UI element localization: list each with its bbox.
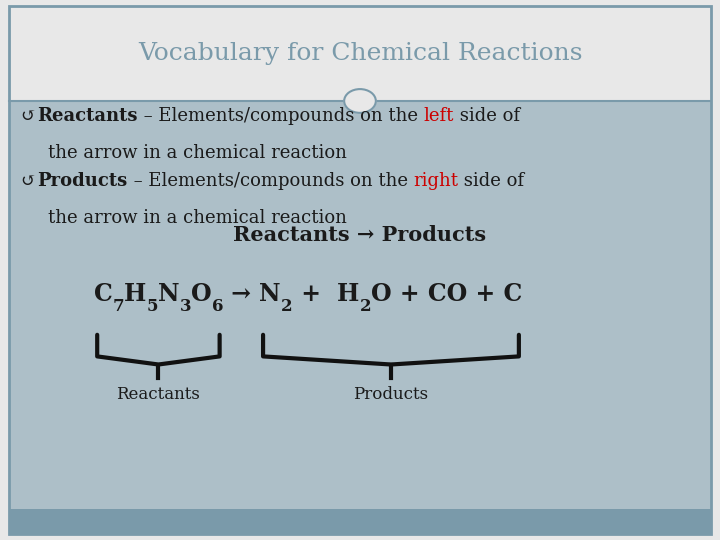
Text: +: + [293, 282, 337, 306]
Text: Reactants: Reactants [117, 386, 200, 403]
FancyBboxPatch shape [9, 101, 711, 509]
Text: 2: 2 [281, 298, 293, 315]
Text: C: C [94, 282, 112, 306]
Text: 5: 5 [146, 298, 158, 315]
Text: 7: 7 [112, 298, 124, 315]
Text: ↺: ↺ [20, 172, 35, 190]
Text: 3: 3 [179, 298, 191, 315]
Text: →: → [223, 282, 259, 306]
Text: right: right [413, 172, 459, 190]
Text: left: left [423, 107, 454, 125]
Text: N: N [158, 282, 179, 306]
Text: side of: side of [459, 172, 524, 190]
Text: the arrow in a chemical reaction: the arrow in a chemical reaction [48, 144, 347, 162]
Text: 6: 6 [212, 298, 223, 315]
Text: Reactants → Products: Reactants → Products [233, 225, 487, 245]
Text: H: H [124, 282, 146, 306]
Text: Products: Products [354, 386, 428, 403]
FancyBboxPatch shape [9, 6, 711, 101]
Text: – Elements/compounds on the: – Elements/compounds on the [127, 172, 413, 190]
Text: Products: Products [37, 172, 127, 190]
Text: side of: side of [454, 107, 520, 125]
Text: H: H [337, 282, 359, 306]
Text: – Elements/compounds on the: – Elements/compounds on the [138, 107, 423, 125]
Text: 2: 2 [359, 298, 372, 315]
Text: the arrow in a chemical reaction: the arrow in a chemical reaction [48, 208, 347, 227]
Text: ↺: ↺ [20, 107, 35, 125]
Text: O + CO + C: O + CO + C [372, 282, 523, 306]
FancyBboxPatch shape [9, 509, 711, 534]
Text: Vocabulary for Chemical Reactions: Vocabulary for Chemical Reactions [138, 42, 582, 65]
Circle shape [344, 89, 376, 113]
Text: O: O [191, 282, 212, 306]
Text: Reactants: Reactants [37, 107, 138, 125]
Text: N: N [259, 282, 281, 306]
